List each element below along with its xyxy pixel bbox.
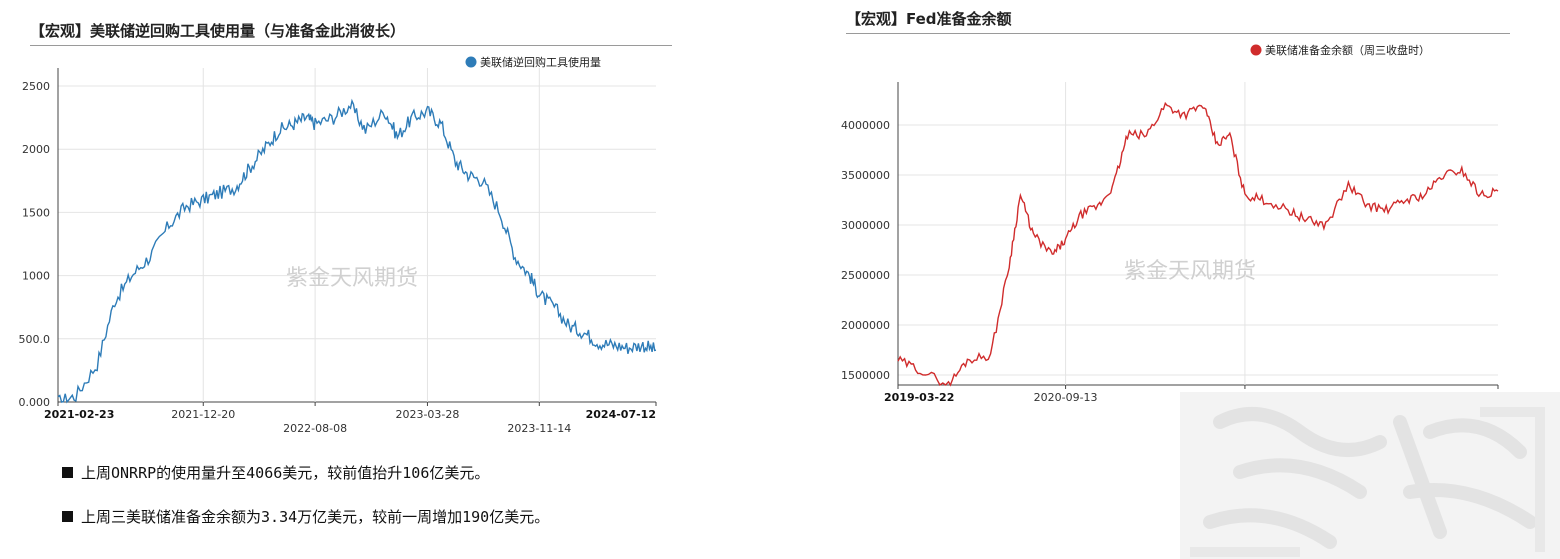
left-y-tick-label: 1000 [22, 270, 50, 283]
left-grid [57, 68, 657, 406]
left-legend: 美联储逆回购工具使用量 [465, 55, 601, 69]
bullet-notes: 上周ONRRP的使用量升至4066美元，较前值抬升106亿美元。 上周三美联储准… [62, 462, 549, 550]
left-x-tick-label: 2021-12-20 [171, 408, 235, 421]
right-y-tick-label: 3000000 [841, 219, 890, 232]
right-chart-title: 【宏观】Fed准备金余额 [846, 8, 1510, 34]
left-series-line [57, 98, 657, 404]
left-x-axis: 2021-02-23 2021-12-20 2022-08-08 2023-03-28… [44, 408, 656, 435]
right-watermark: 紫金天风期货 [1124, 259, 1256, 284]
right-series [897, 101, 1499, 387]
left-x-tick-label: 2023-03-28 [395, 408, 459, 421]
bullet-text: 上周三美联储准备金余额为3.34万亿美元，较前一周增加190亿美元。 [81, 508, 550, 526]
right-y-tick-label: 3500000 [841, 169, 890, 182]
right-y-tick-label: 1500000 [841, 369, 890, 382]
right-y-tick-label: 2000000 [841, 319, 890, 332]
right-y-tick-label: 2500000 [841, 269, 890, 282]
left-chart-title: 【宏观】美联储逆回购工具使用量（与准备金此消彼长） [30, 20, 672, 46]
right-x-tick-label: 2019-03-22 [884, 391, 954, 404]
left-series [57, 98, 657, 404]
right-grid [897, 82, 1499, 389]
right-x-tick-label: 2020-09-13 [1034, 391, 1098, 404]
left-legend-marker [465, 56, 477, 68]
bullet-item: 上周ONRRP的使用量升至4066美元，较前值抬升106亿美元。 [62, 462, 549, 483]
left-y-tick-label: 2500 [22, 80, 50, 93]
right-legend-label: 美联储准备金余额（周三收盘时） [1265, 43, 1430, 57]
right-series-line [897, 101, 1499, 387]
left-x-tick-label: 2023-11-14 [507, 422, 571, 435]
bullet-square-icon [62, 511, 73, 522]
left-legend-label: 美联储逆回购工具使用量 [480, 55, 601, 69]
left-watermark: 紫金天风期货 [286, 266, 418, 291]
right-y-axis: 1500000 2000000 2500000 3000000 3500000 40000… [841, 119, 890, 382]
seal-logo-icon [1180, 392, 1560, 559]
left-y-tick-label: 0.000 [19, 396, 51, 409]
left-y-tick-label: 1500 [22, 206, 50, 219]
right-legend-marker [1250, 44, 1262, 56]
left-x-tick-label: 2021-02-23 [44, 408, 114, 421]
bullet-text: 上周ONRRP的使用量升至4066美元，较前值抬升106亿美元。 [81, 464, 490, 482]
bullet-item: 上周三美联储准备金余额为3.34万亿美元，较前一周增加190亿美元。 [62, 506, 549, 527]
reserve-balance-line-chart: 1500000 2000000 2500000 3000000 3500000 40000… [841, 43, 1499, 418]
right-y-tick-label: 4000000 [841, 119, 890, 132]
left-y-tick-label: 500.0 [19, 333, 51, 346]
left-y-axis: 0.000 500.0 1000 1500 2000 2500 [19, 80, 51, 409]
left-x-tick-label: 2024-07-12 [586, 408, 656, 421]
left-y-tick-label: 2000 [22, 143, 50, 156]
right-legend: 美联储准备金余额（周三收盘时） [1250, 43, 1430, 57]
left-x-tick-label: 2022-08-08 [283, 422, 347, 435]
bullet-square-icon [62, 467, 73, 478]
